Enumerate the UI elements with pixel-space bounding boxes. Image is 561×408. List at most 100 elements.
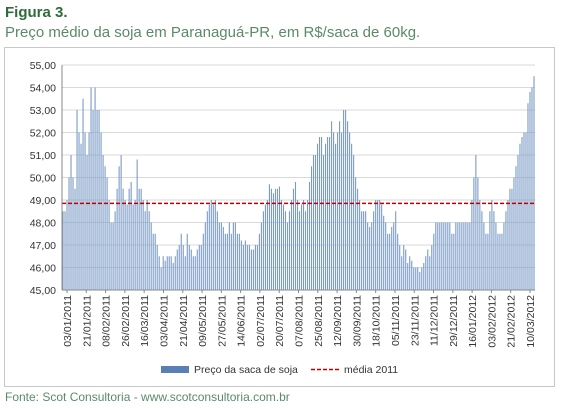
legend-bar-label: Preço da saca de soja (194, 364, 298, 376)
price-bar (515, 166, 517, 290)
price-bar (477, 177, 479, 290)
price-bar (363, 211, 365, 290)
price-bar (96, 110, 98, 290)
price-bar (218, 222, 220, 290)
price-bar (148, 211, 150, 290)
price-bar (200, 245, 202, 290)
x-tick-label: 27/05/2011 (216, 295, 228, 347)
y-tick-label: 53,00 (30, 105, 56, 117)
price-bar (433, 233, 435, 290)
price-bar (401, 256, 403, 290)
price-bar (174, 256, 176, 290)
price-bar (86, 155, 88, 290)
price-bar (136, 159, 138, 290)
price-bar (353, 155, 355, 290)
price-bar (345, 110, 347, 290)
price-bar (314, 155, 317, 290)
x-tick-label: 26/02/2011 (120, 295, 132, 347)
x-tick-label: 21/02/2012 (506, 295, 518, 348)
price-bar (495, 222, 497, 290)
price-bar (308, 182, 311, 290)
price-bar (469, 222, 471, 290)
axis-layer: 45,00 46,00 47,00 48,00 49,00 50,00 51,00 52,00… (30, 60, 537, 348)
price-bar (349, 132, 351, 290)
x-tick-label: 08/02/2011 (101, 295, 113, 347)
price-bar (355, 177, 357, 290)
chart-svg: 45,00 46,00 47,00 48,00 49,00 50,00 51,00 52,00… (30, 60, 537, 376)
price-bar (80, 143, 82, 290)
price-bar (467, 222, 469, 290)
x-tick-label: 12/09/2011 (332, 295, 344, 347)
price-bar (427, 249, 429, 290)
price-bar (485, 233, 487, 290)
price-bar (397, 233, 399, 290)
price-bar (325, 143, 327, 290)
x-tick-label: 21/04/2011 (178, 295, 190, 347)
price-bar (272, 193, 274, 290)
price-bar (417, 267, 419, 290)
price-bar (222, 227, 224, 290)
price-bar (300, 204, 303, 290)
price-bar (369, 227, 371, 290)
price-bar (280, 200, 283, 290)
price-bar (381, 204, 383, 290)
price-bar (110, 222, 112, 290)
price-bar (521, 137, 523, 290)
legend-bar-swatch (161, 366, 189, 373)
price-bar (276, 188, 278, 290)
price-bar (511, 188, 513, 290)
price-bar (68, 177, 70, 290)
x-tick-label: 02/07/2011 (255, 295, 267, 347)
price-bar (166, 256, 168, 290)
price-bar (304, 211, 307, 290)
price-bar (292, 188, 295, 290)
x-tick-label: 14/06/2011 (236, 295, 248, 347)
x-tick-label: 03/04/2011 (158, 295, 170, 347)
price-bar (164, 260, 166, 290)
source-footer: Fonte: Scot Consultoria - www.scotconsul… (5, 390, 290, 404)
price-bar (493, 211, 495, 290)
price-bar (451, 233, 453, 290)
price-bar (62, 211, 64, 290)
price-bar (395, 211, 397, 290)
price-bar (357, 188, 359, 290)
bar-layer (62, 76, 535, 290)
price-bar (224, 233, 226, 290)
price-bar (246, 245, 248, 290)
price-bar (142, 200, 144, 290)
price-bar (339, 121, 341, 290)
price-bar (242, 245, 244, 290)
price-bar (501, 233, 503, 290)
x-tick-label: 10/03/2012 (525, 295, 537, 348)
price-bar (76, 110, 78, 290)
price-bar (176, 249, 178, 290)
price-bar (407, 263, 409, 290)
price-bar (180, 233, 182, 290)
price-bar (461, 222, 463, 290)
price-bar (90, 87, 92, 290)
price-bar (236, 233, 238, 290)
price-bar (132, 204, 134, 290)
price-bar (429, 256, 431, 290)
price-bar (481, 211, 483, 290)
price-bar (254, 245, 256, 290)
price-bar (306, 200, 309, 290)
price-bar (425, 256, 427, 290)
price-bar (120, 155, 122, 290)
price-bar (479, 200, 481, 290)
x-tick-label: 25/08/2011 (313, 295, 325, 347)
price-bar (465, 222, 467, 290)
y-tick-label: 51,00 (30, 150, 56, 162)
price-bar (296, 200, 299, 290)
price-bar (186, 233, 188, 290)
x-tick-label: 11/12/2011 (429, 295, 441, 346)
price-bar (449, 222, 451, 290)
price-bar (144, 211, 146, 290)
x-tick-label: 23/11/2011 (409, 295, 421, 346)
price-bar (329, 137, 331, 290)
price-bar (128, 188, 130, 290)
price-bar (274, 188, 276, 290)
price-bar (92, 110, 94, 290)
price-bar (509, 188, 511, 290)
price-bar (393, 222, 395, 290)
